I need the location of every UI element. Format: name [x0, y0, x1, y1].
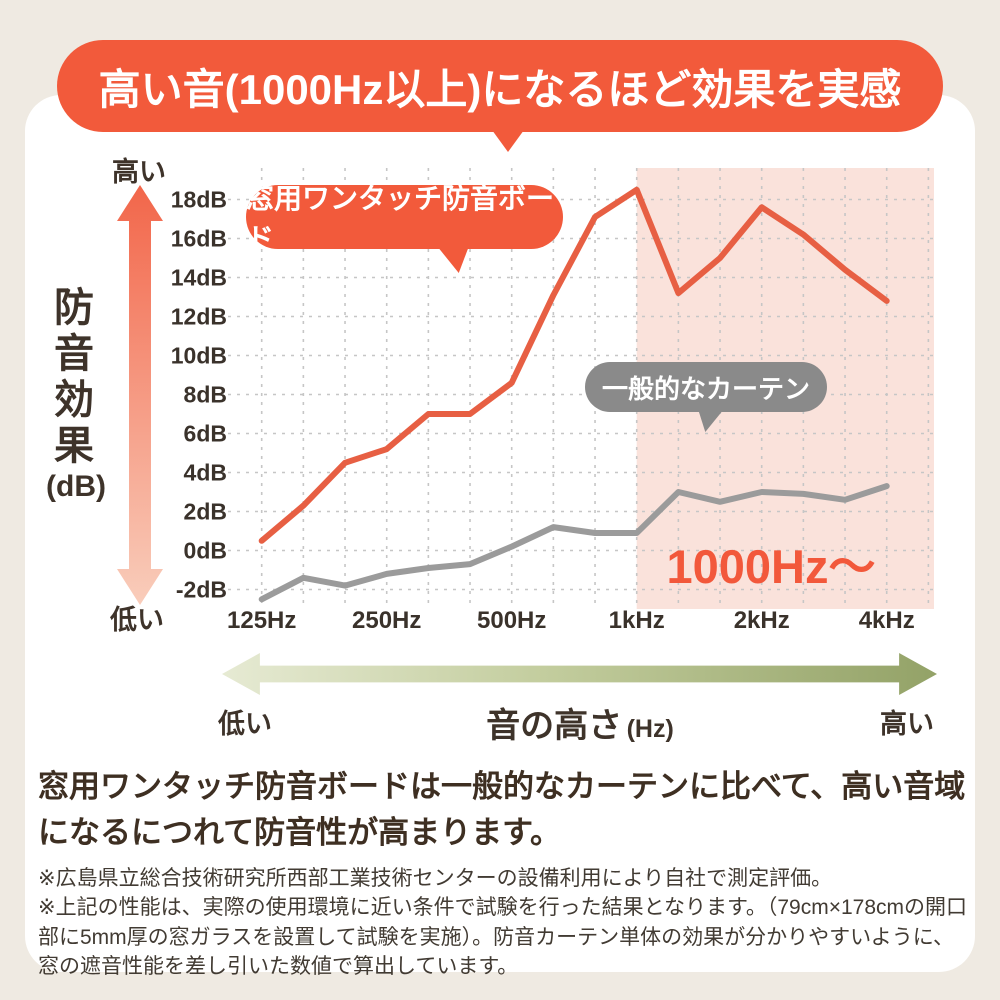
page-title: 高い音(1000Hz以上)になるほど効果を実感 — [98, 65, 902, 113]
y-tick-label: 14dB — [171, 265, 227, 291]
y-tick-label: 10dB — [171, 343, 227, 369]
pitch-axis-title-text: 音の高さ — [486, 707, 623, 745]
x-tick-label: 2kHz — [734, 607, 790, 634]
y-tick-label: 0dB — [184, 538, 227, 564]
x-tick-label: 4kHz — [859, 607, 915, 634]
y-axis-unit: (dB) — [46, 470, 106, 503]
pitch-axis-title: 音の高さ (Hz) — [280, 698, 880, 747]
x-tick-label: 125Hz — [227, 607, 296, 634]
y-tick-label: 8dB — [184, 382, 227, 408]
y-tick-label: -2dB — [176, 577, 227, 603]
y-tick-label: 6dB — [184, 421, 227, 447]
x-tick-label: 250Hz — [352, 607, 421, 634]
series-line-curtain — [258, 483, 890, 603]
x-tick-label: 1kHz — [609, 607, 665, 634]
y-axis-high-label: 高い — [112, 157, 166, 187]
y-tick-label: 12dB — [171, 304, 227, 330]
pitch-low-label: 低い — [218, 709, 272, 739]
y-tick-label: 4dB — [184, 460, 227, 486]
series-label-curtain-text: 一般的なカーテン — [601, 373, 810, 404]
x-tick-label: 500Hz — [477, 607, 546, 634]
pitch-axis-unit: (Hz) — [626, 715, 674, 743]
y-tick-label: 16dB — [171, 226, 227, 252]
highlight-region-label: 1000Hz〜 — [666, 540, 876, 593]
series-line-board — [258, 186, 890, 544]
series-label-board-text: 窓用ワンタッチ防音ボード — [246, 183, 555, 254]
y-tick-label: 2dB — [184, 499, 227, 525]
y-tick-label: 18dB — [171, 187, 227, 213]
soundproof-effect-arrow-icon — [117, 185, 163, 605]
y-axis-low-label: 低い — [110, 605, 164, 635]
lead-text: 窓用ワンタッチ防音ボードは一般的なカーテンに比べて、高い音域になるにつれて防音性… — [38, 769, 966, 850]
footnotes: ※広島県立総合技術研究所西部工業技術センターの設備利用により自社で測定評価。 ※… — [38, 864, 970, 982]
footnote-line: ※広島県立総合技術研究所西部工業技術センターの設備利用により自社で測定評価。 — [38, 867, 833, 890]
y-axis-title: 防音効果 — [48, 286, 92, 470]
series-label-board: 窓用ワンタッチ防音ボード — [246, 183, 563, 254]
series-label-curtain: 一般的なカーテン — [585, 362, 827, 412]
title-banner: 高い音(1000Hz以上)になるほど効果を実感 — [57, 40, 943, 132]
pitch-high-label: 高い — [880, 709, 934, 739]
footnote-line: ※上記の性能は、実際の使用環境に近い条件で試験を行った結果となります。（79cm… — [38, 896, 968, 979]
